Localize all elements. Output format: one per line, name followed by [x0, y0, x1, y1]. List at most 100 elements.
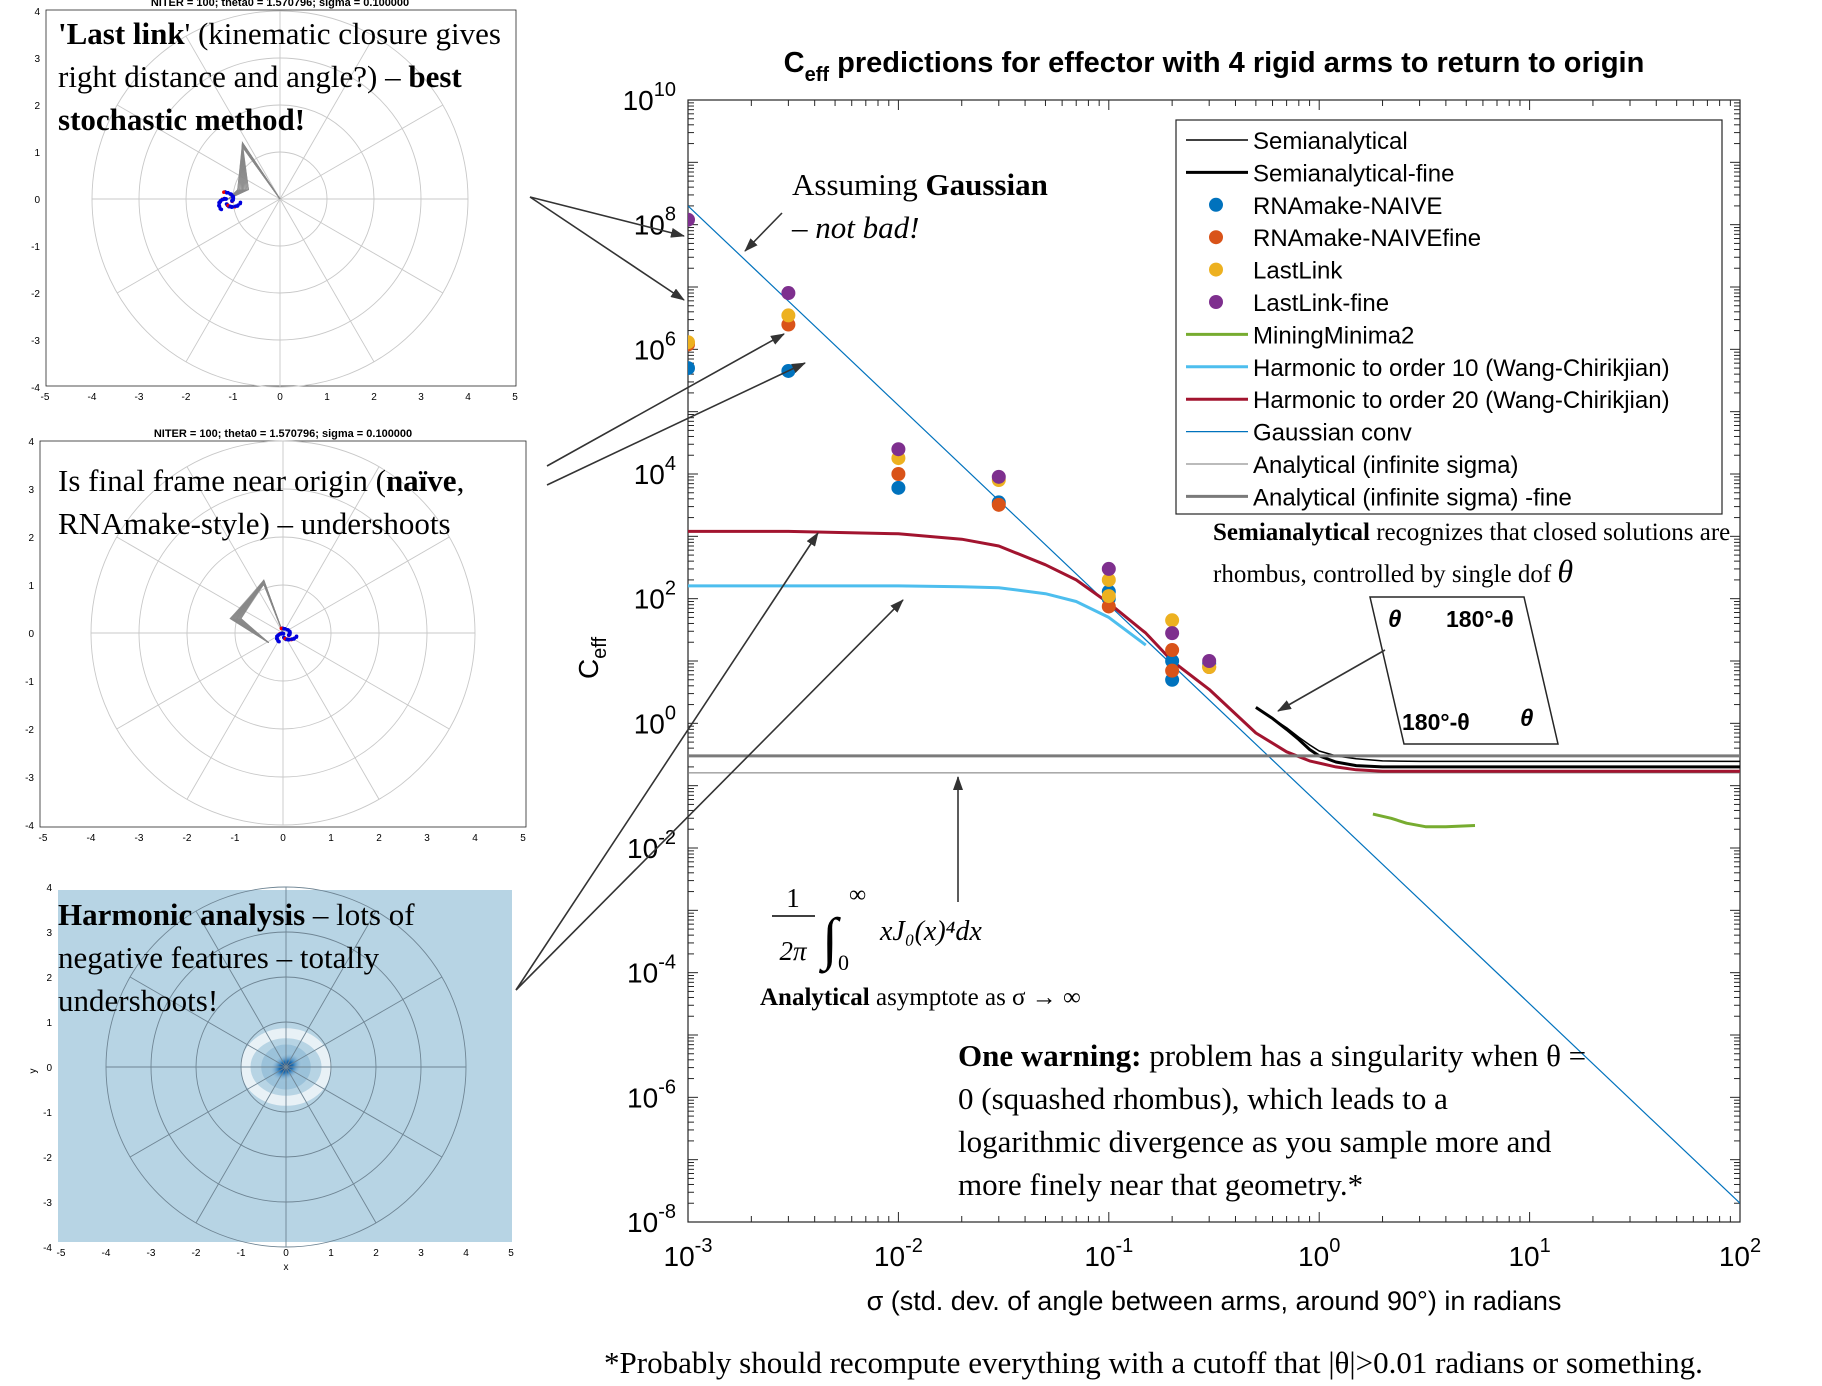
y-axis-label: Ceff: [573, 637, 611, 680]
polar-x-tick: 2: [373, 1248, 379, 1259]
endpoint-dot: [222, 190, 226, 195]
polar-grid-spoke: [282, 632, 450, 730]
polar-y-tick: -2: [43, 1153, 52, 1164]
endpoint-dot: [217, 204, 222, 209]
polar-y-tick: 0: [28, 629, 34, 640]
polar-x-tick: 2: [376, 833, 382, 844]
point-rnamake-naivefine: [891, 467, 906, 481]
polar-grid-spoke: [282, 536, 450, 634]
integral-upper: ∞: [849, 882, 866, 908]
footnote: *Probably should recompute everything wi…: [604, 1345, 1703, 1380]
polar-grid-spoke: [285, 1066, 443, 1158]
rhombus-shape: [1369, 596, 1559, 745]
legend-label-lastlink: LastLink: [1253, 258, 1343, 285]
series-group: [688, 205, 1740, 1204]
endpoint-dot: [282, 627, 286, 631]
harmonic-callout: Harmonic analysis – lots of negative fea…: [58, 893, 478, 1022]
point-rnamake-naivefine: [991, 497, 1006, 512]
point-rnamake-naivefine: [1165, 643, 1180, 658]
polar-grid-spoke: [279, 35, 375, 200]
polar-y-tick: -4: [25, 821, 34, 832]
arrow-naive-2: [546, 362, 806, 486]
polar-grid-spoke: [185, 198, 281, 363]
polar-y-tick: -1: [43, 1108, 52, 1119]
series-line-harmonic-to-order-20-wang-chirikjian: [688, 529, 1740, 773]
point-lastlink-fine: [1101, 561, 1116, 576]
gaussian-pre: Assuming: [792, 167, 926, 202]
endpoint-dot: [285, 637, 290, 642]
polar-x-tick: 4: [465, 392, 471, 403]
polar-grid-spoke: [116, 632, 284, 730]
polar-plot-naive: -5 -4 -3 -2 -1 0 1 2 3 4 5 4 3 2 1 0 -1 -2 -3 -4: [25, 437, 527, 844]
x-axis-label: σ (std. dev. of angle between arms, arou…: [867, 1286, 1562, 1316]
endpoint-dot: [224, 190, 229, 195]
y-axis-label-sub: eff: [589, 637, 611, 659]
y-tick-labels: 10-8 10-6 10-4 10-2 100 102 104 106 108 1010: [623, 79, 676, 1238]
polar-x-tick: 1: [328, 833, 334, 844]
legend-label-miningminima2: MiningMinima2: [1253, 322, 1414, 349]
naive-bold: naïve: [385, 463, 457, 498]
analytical-rest: asymptote as σ → ∞: [869, 984, 1081, 1011]
polar-y-tick: 4: [34, 7, 40, 18]
polar-grid-spoke: [285, 976, 443, 1068]
legend-label-semianalytical: Semianalytical: [1253, 128, 1408, 155]
polar-grid-spoke: [282, 632, 380, 800]
polar-y-tick: -3: [43, 1198, 52, 1209]
polar-grid-spoke: [285, 1066, 377, 1224]
arrow-semianalytical: [1277, 649, 1386, 712]
analytical-callout: Analytical asymptote as σ → ∞: [760, 979, 1180, 1017]
series-line-miningminima2: [1372, 812, 1476, 829]
legend-items: Semianalytical Semianalytical-fine RNAmake…: [1186, 128, 1670, 511]
endpoint-dot: [285, 627, 289, 632]
semi-bold: Semianalytical: [1213, 519, 1370, 546]
polar-y-tick: -4: [31, 383, 40, 394]
arrow-lastlink-2: [529, 196, 685, 301]
point-rnamake-naive: [891, 480, 906, 495]
annotation-arrows: [515, 196, 1386, 991]
polar-x-tick: -1: [237, 1248, 246, 1259]
arrow-gaussian: [744, 212, 783, 252]
polar-y-tick: 3: [28, 485, 34, 496]
polar-grid-spoke: [279, 198, 375, 363]
chain-trace: [228, 146, 281, 200]
polar-x-tick: -2: [182, 392, 191, 403]
arrow-harmonic-2: [515, 599, 904, 991]
integral-sign: ∫: [818, 906, 841, 974]
y-tick-label: 10-2: [627, 827, 676, 864]
polar-x-tick: -5: [57, 1248, 66, 1259]
endpoint-dot: [222, 197, 226, 202]
chain-trace: [240, 583, 284, 643]
point-rnamake-naive: [1165, 654, 1180, 668]
legend-label-analytical-infinite-sigma-fine: Analytical (infinite sigma) -fine: [1253, 484, 1572, 511]
polar-x-tick: 3: [424, 833, 430, 844]
chart-title: Ceff predictions for effector with 4 rig…: [784, 47, 1645, 86]
x-tick-label: 100: [1298, 1235, 1340, 1272]
legend-label-harmonic-to-order-20-wang-chirikjian: Harmonic to order 20 (Wang-Chirikjian): [1253, 387, 1670, 414]
polar-plot-harmonic: -5 -4 -3 -2 -1 0 1 2 3 4 5 4 3 2 1 0 -1 -2 -3 -4 x y: [28, 883, 514, 1273]
polar-y-tick: 0: [34, 195, 40, 206]
integral-den: 2π: [779, 936, 808, 966]
point-lastlink: [781, 308, 796, 323]
legend-marker-rnamake-naive: [1209, 197, 1223, 212]
y-tick-label: 108: [634, 204, 676, 241]
chart-title-rest: predictions for effector with 4 rigid ar…: [829, 47, 1644, 79]
legend-label-rnamake-naive: RNAmake-NAIVE: [1253, 193, 1442, 220]
polar-y-tick: -1: [25, 677, 34, 688]
polar-y-tick: 0: [46, 1063, 52, 1074]
endpoint-dot: [279, 632, 284, 636]
naive-pre: Is final frame near origin (: [58, 463, 386, 498]
endpoint-dot: [279, 626, 284, 631]
arrow-lastlink-1: [529, 196, 685, 238]
polar-x-axis-label: x: [284, 1262, 289, 1273]
polar-grid-spoke: [285, 910, 377, 1068]
legend-box: [1175, 119, 1723, 515]
endpoint-dot: [233, 204, 238, 208]
legend-label-gaussian-conv: Gaussian conv: [1253, 420, 1412, 447]
legend-marker-lastlink: [1209, 262, 1223, 277]
series-line-semianalytical-fine: [1255, 706, 1740, 769]
arrow-naive-1: [546, 333, 785, 467]
chart-title-sub: eff: [805, 64, 830, 86]
point-lastlink-fine: [991, 469, 1006, 484]
point-lastlink: [1165, 613, 1180, 628]
